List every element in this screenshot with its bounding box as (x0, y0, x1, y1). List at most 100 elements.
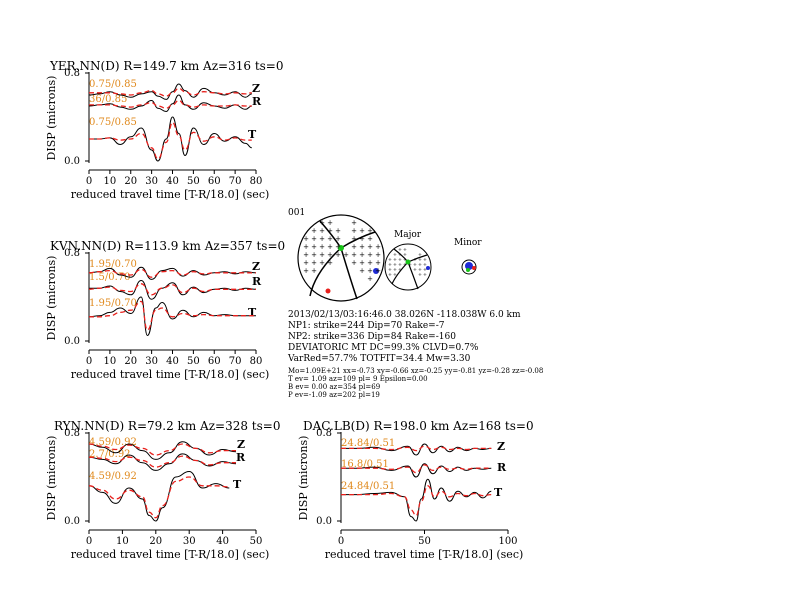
compression-dot: + (398, 247, 402, 253)
b-axis-marker (466, 268, 470, 272)
x-axis-label: reduced travel time [T-R/18.0] (sec) (325, 548, 524, 561)
compression-dot: + (367, 259, 373, 267)
compression-dot: + (319, 243, 325, 251)
station-title: YER.NN(D) R=149.7 km Az=316 ts=0 (49, 59, 283, 73)
observed-trace-r (89, 279, 257, 300)
component-label-r: R (252, 275, 262, 288)
compression-dot: + (398, 262, 402, 268)
compression-dot: + (311, 243, 317, 251)
compression-dot: + (327, 259, 333, 267)
y-tick-label: 0.0 (64, 156, 80, 167)
compression-dot: + (403, 257, 407, 263)
compression-dot: + (403, 252, 407, 258)
compression-dot: + (403, 247, 407, 253)
fit-label-z: 4.59/0.92 (89, 437, 137, 448)
compression-dot: + (423, 262, 427, 268)
fit-label-t: 1.95/0.70 (89, 298, 137, 309)
x-tick-label: 50 (187, 176, 200, 187)
observed-trace-z (88, 83, 252, 100)
fit-label-r: 1.5/0.70 (89, 272, 131, 283)
compression-dot: + (311, 259, 317, 267)
x-axis-label: reduced travel time [T-R/18.0] (sec) (71, 188, 270, 201)
observed-trace-r (88, 94, 252, 113)
component-label-z: Z (252, 260, 260, 273)
x-ticks: 0 10 20 30 40 50 (86, 530, 262, 547)
t-axis-line: T ev= 1.09 az=109 pl= 9 Epsilon=0.00 (288, 375, 428, 383)
synthetic-trace-t (88, 476, 230, 519)
np2-line: NP2: strike=336 Dip=84 Rake=-160 (288, 332, 456, 342)
y-axis-label: DISP (microns) (297, 436, 310, 521)
compression-dot: + (351, 219, 357, 227)
compression-dot: + (311, 251, 317, 259)
x-ticks: 0 10 20 30 40 50 60 70 80 (86, 170, 262, 187)
x-tick-label: 20 (124, 356, 137, 367)
compression-dot: + (408, 262, 412, 268)
minor-couple-beachball (461, 259, 477, 275)
compression-dot: + (303, 259, 309, 267)
compression-dot: + (303, 235, 309, 243)
fit-label-z: 0.75/0.85 (89, 79, 137, 90)
compression-dot: + (375, 259, 381, 267)
compression-dot: + (388, 267, 392, 273)
compression-dot: + (351, 227, 357, 235)
compression-dot: + (359, 251, 365, 259)
x-axis-label: reduced travel time [T-R/18.0] (sec) (71, 368, 270, 381)
x-tick-label: 30 (145, 176, 158, 187)
component-label-t: T (494, 486, 503, 499)
compression-dot: + (423, 267, 427, 273)
station-title: RYN.NN(D) R=79.2 km Az=328 ts=0 (54, 419, 280, 433)
compression-dot: + (311, 227, 317, 235)
compression-dot: + (423, 272, 427, 278)
fit-label-r: 36/0.85 (89, 94, 127, 105)
synthetic-trace-t (341, 485, 492, 517)
y-tick-label: 0.8 (316, 428, 332, 439)
compression-dot: + (418, 257, 422, 263)
y-axis-label: DISP (microns) (45, 76, 58, 161)
x-tick-label: 50 (187, 356, 200, 367)
compression-dot: + (413, 267, 417, 273)
compression-dot: + (327, 251, 333, 259)
x-tick-label: 0 (86, 536, 92, 547)
beachball-outline (384, 243, 432, 291)
compression-dot: + (359, 267, 365, 275)
x-tick-label: 0 (338, 536, 344, 547)
fit-label-t: 24.84/0.51 (341, 481, 395, 492)
x-tick-label: 40 (216, 536, 229, 547)
observed-trace-t (88, 296, 256, 337)
compression-dot: + (367, 267, 373, 275)
component-label-z: Z (252, 82, 260, 95)
b-axis-marker (338, 245, 344, 251)
compression-dot: + (359, 235, 365, 243)
compression-dot: + (393, 272, 397, 278)
x-tick-label: 30 (145, 356, 158, 367)
compression-dot: + (418, 252, 422, 258)
waveform-traces (88, 83, 252, 162)
compression-dot: + (418, 272, 422, 278)
x-tick-label: 70 (229, 176, 242, 187)
compression-dot: + (351, 259, 357, 267)
major-couple-beachball: + ++ + + ++ + + + + + ++ + + + + + + ++ + + + + ++ + + + (384, 243, 432, 291)
y-tick-label: 0.0 (64, 516, 80, 527)
compression-dot: + (375, 267, 381, 275)
compression-dot: + (375, 251, 381, 259)
y-tick-label: 0.0 (64, 336, 80, 347)
x-tick-label: 60 (208, 176, 221, 187)
x-ticks: 0 10 20 30 40 50 60 70 80 (86, 350, 262, 367)
compression-dot: + (303, 267, 309, 275)
compression-dot: + (388, 272, 392, 278)
observed-trace-t (88, 470, 230, 522)
station-title: KVN.NN(D) R=113.9 km Az=357 ts=0 (50, 239, 285, 253)
compression-dot: + (398, 257, 402, 263)
component-label-r: R (497, 461, 507, 474)
x-tick-label: 40 (166, 356, 179, 367)
synthetic-trace-r (88, 455, 236, 468)
compression-dot: + (351, 243, 357, 251)
compression-dot: + (398, 267, 402, 273)
observed-trace-z (88, 441, 237, 460)
x-tick-label: 0 (86, 356, 92, 367)
compression-dot: + (303, 243, 309, 251)
y-tick-label: 0.8 (64, 68, 80, 79)
compression-dot: + (388, 257, 392, 263)
compression-dot: + (319, 219, 325, 227)
station-panel-kvn: KVN.NN(D) R=113.9 km Az=357 ts=0 0.8 0.0… (45, 239, 285, 381)
